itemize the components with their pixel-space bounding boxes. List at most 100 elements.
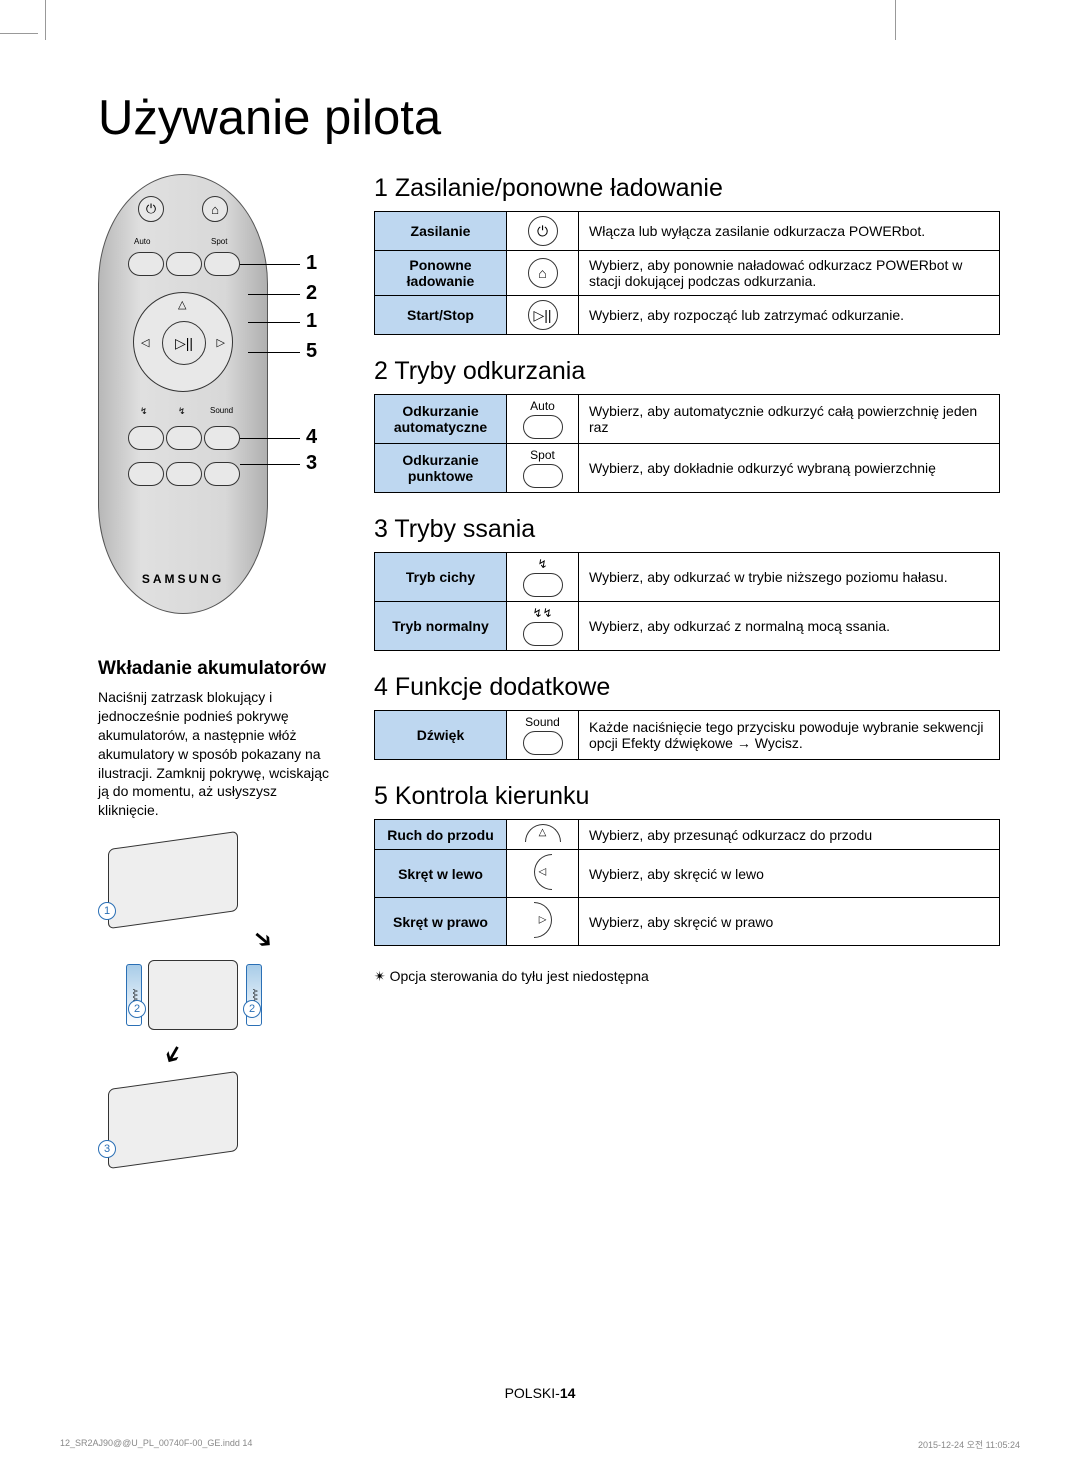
icon-label: Spot: [530, 448, 555, 462]
pill-button: [204, 462, 240, 486]
dpad: △ ◁ ▷ ▷||: [133, 292, 233, 392]
home-icon: ⌂: [202, 196, 228, 222]
pill-button: [166, 252, 202, 276]
callout-number: 5: [306, 340, 317, 363]
callout-number: 4: [306, 426, 317, 449]
indd-timestamp: 2015-12-24 오전 11:05:24: [918, 1438, 1020, 1451]
forward-arc-icon: [525, 824, 561, 842]
function-description: Wybierz, aby odkurzać z normalną mocą ss…: [579, 602, 1000, 651]
function-description: Każde naciśnięcie tego przycisku powoduj…: [579, 711, 1000, 760]
battery-text: Naciśnij zatrzask blokujący i jednocześn…: [98, 688, 338, 820]
battery-heading: Wkładanie akumulatorów: [98, 658, 338, 680]
page-footer: POLSKI-14: [0, 1385, 1080, 1401]
play-pause-icon: ▷||: [528, 300, 558, 330]
arrow-icon: ➔: [246, 922, 280, 957]
indd-metadata: 12_SR2AJ90@@U_PL_00740F-00_GE.indd 14 20…: [60, 1438, 1020, 1451]
content-columns: ⏻ ⌂ Auto Spot △ ◁ ▷ ▷|| ↯ ↯ Sound: [98, 174, 1000, 1180]
function-icon-cell: Sound: [507, 711, 579, 760]
home-icon: ⌂: [528, 258, 558, 288]
icon-label: Auto: [530, 399, 555, 413]
table-row: Odkurzanie automatyczneAutoWybierz, aby …: [375, 395, 1000, 444]
function-description: Wybierz, aby ponownie naładować odkurzac…: [579, 251, 1000, 296]
pill-button: [128, 426, 164, 450]
pill-button: [204, 252, 240, 276]
pill-button: [204, 426, 240, 450]
callout-number: 1: [306, 252, 317, 275]
function-label: Skręt w lewo: [375, 850, 507, 898]
page: Używanie pilota ⏻ ⌂ Auto Spot △ ◁ ▷: [0, 0, 1080, 1230]
callout-number: 3: [306, 452, 317, 475]
auto-label: Auto: [134, 237, 150, 246]
left-arrow-icon: ◁: [141, 336, 149, 349]
function-icon-cell: [507, 820, 579, 850]
function-description: Włącza lub wyłącza zasilanie odkurzacza …: [579, 212, 1000, 251]
left-arc-icon: [534, 854, 552, 890]
table-row: Dźwięk Sound Każde naciśnięcie tego przyci…: [375, 711, 1000, 760]
fan-icon: ↯: [140, 406, 148, 417]
function-label: Tryb normalny: [375, 602, 507, 651]
function-table: Odkurzanie automatyczneAutoWybierz, aby …: [374, 394, 1000, 493]
table-row: Zasilanie⏻Włącza lub wyłącza zasilanie o…: [375, 212, 1000, 251]
function-table: Zasilanie⏻Włącza lub wyłącza zasilanie o…: [374, 211, 1000, 335]
footer-num: 14: [560, 1385, 576, 1401]
section-heading: 1 Zasilanie/ponowne ładowanie: [374, 174, 1000, 203]
function-description: Wybierz, aby przesunąć odkurzacz do przo…: [579, 820, 1000, 850]
callout-number: 2: [306, 282, 317, 305]
function-icon-cell: Spot: [507, 444, 579, 493]
function-label: Odkurzanie punktowe: [375, 444, 507, 493]
battery-diagram: 1 ➔ AAA AAA 2 2 ➔ 3: [98, 840, 318, 1180]
function-label: Start/Stop: [375, 296, 507, 335]
section-heading: 2 Tryby odkurzania: [374, 357, 1000, 386]
function-description: Wybierz, aby automatycznie odkurzyć całą…: [579, 395, 1000, 444]
pill-icon: [523, 622, 563, 646]
right-arrow-icon: ▷: [217, 336, 225, 349]
power-icon: ⏻: [138, 196, 164, 222]
function-icon-cell: ↯↯: [507, 602, 579, 651]
footer-lang: POLSKI-: [505, 1385, 560, 1401]
fan-icon: ↯: [178, 406, 186, 417]
left-column: ⏻ ⌂ Auto Spot △ ◁ ▷ ▷|| ↯ ↯ Sound: [98, 174, 338, 1180]
section-note: ✴ Opcja sterowania do tyłu jest niedostę…: [374, 968, 1000, 985]
indd-file: 12_SR2AJ90@@U_PL_00740F-00_GE.indd 14: [60, 1438, 252, 1451]
spot-label: Spot: [211, 237, 227, 246]
function-label: Tryb cichy: [375, 553, 507, 602]
function-icon-cell: Auto: [507, 395, 579, 444]
power-icon: ⏻: [528, 216, 558, 246]
callout-number: 1: [306, 310, 317, 333]
section-heading: 3 Tryby ssania: [374, 515, 1000, 544]
table-row: Odkurzanie punktowe Spot Wybierz, aby dokł…: [375, 444, 1000, 493]
page-title: Używanie pilota: [98, 90, 1000, 146]
right-arc-icon: [534, 902, 552, 938]
right-column: 1 Zasilanie/ponowne ładowanie Zasilanie⏻W…: [374, 174, 1000, 1180]
table-row: Ruch do przodu Wybierz, aby przesunąć odk…: [375, 820, 1000, 850]
section-heading: 4 Funkcje dodatkowe: [374, 673, 1000, 702]
function-icon-cell: ↯: [507, 553, 579, 602]
function-label: Ruch do przodu: [375, 820, 507, 850]
function-table: Tryb cichy↯Wybierz, aby odkurzać w trybi…: [374, 552, 1000, 651]
brand-label: SAMSUNG: [98, 572, 268, 586]
function-label: Dźwięk: [375, 711, 507, 760]
icon-label: Sound: [525, 715, 560, 729]
table-row: Ponowne ładowanie⌂Wybierz, aby ponownie …: [375, 251, 1000, 296]
function-icon-cell: [507, 898, 579, 946]
function-description: Wybierz, aby dokładnie odkurzyć wybraną …: [579, 444, 1000, 493]
function-description: Wybierz, aby skręcić w lewo: [579, 850, 1000, 898]
step-badge: 2: [128, 1000, 146, 1018]
function-icon-cell: ⌂: [507, 251, 579, 296]
sound-label: Sound: [210, 406, 233, 415]
function-icon-cell: ⏻: [507, 212, 579, 251]
pill-icon: [523, 573, 563, 597]
function-description: Wybierz, aby rozpocząć lub zatrzymać odk…: [579, 296, 1000, 335]
pill-button: [166, 426, 202, 450]
remote-illustration: ⏻ ⌂ Auto Spot △ ◁ ▷ ▷|| ↯ ↯ Sound: [98, 174, 338, 634]
pill-button: [128, 462, 164, 486]
pill-icon: [523, 415, 563, 439]
pill-icon: [523, 464, 563, 488]
function-description: Wybierz, aby skręcić w prawo: [579, 898, 1000, 946]
function-icon-cell: ▷||: [507, 296, 579, 335]
function-icon-cell: [507, 850, 579, 898]
function-description: Wybierz, aby odkurzać w trybie niższego …: [579, 553, 1000, 602]
table-row: Tryb normalny↯↯Wybierz, aby odkurzać z n…: [375, 602, 1000, 651]
function-table: Ruch do przodu Wybierz, aby przesunąć odk…: [374, 819, 1000, 946]
section-heading: 5 Kontrola kierunku: [374, 782, 1000, 811]
